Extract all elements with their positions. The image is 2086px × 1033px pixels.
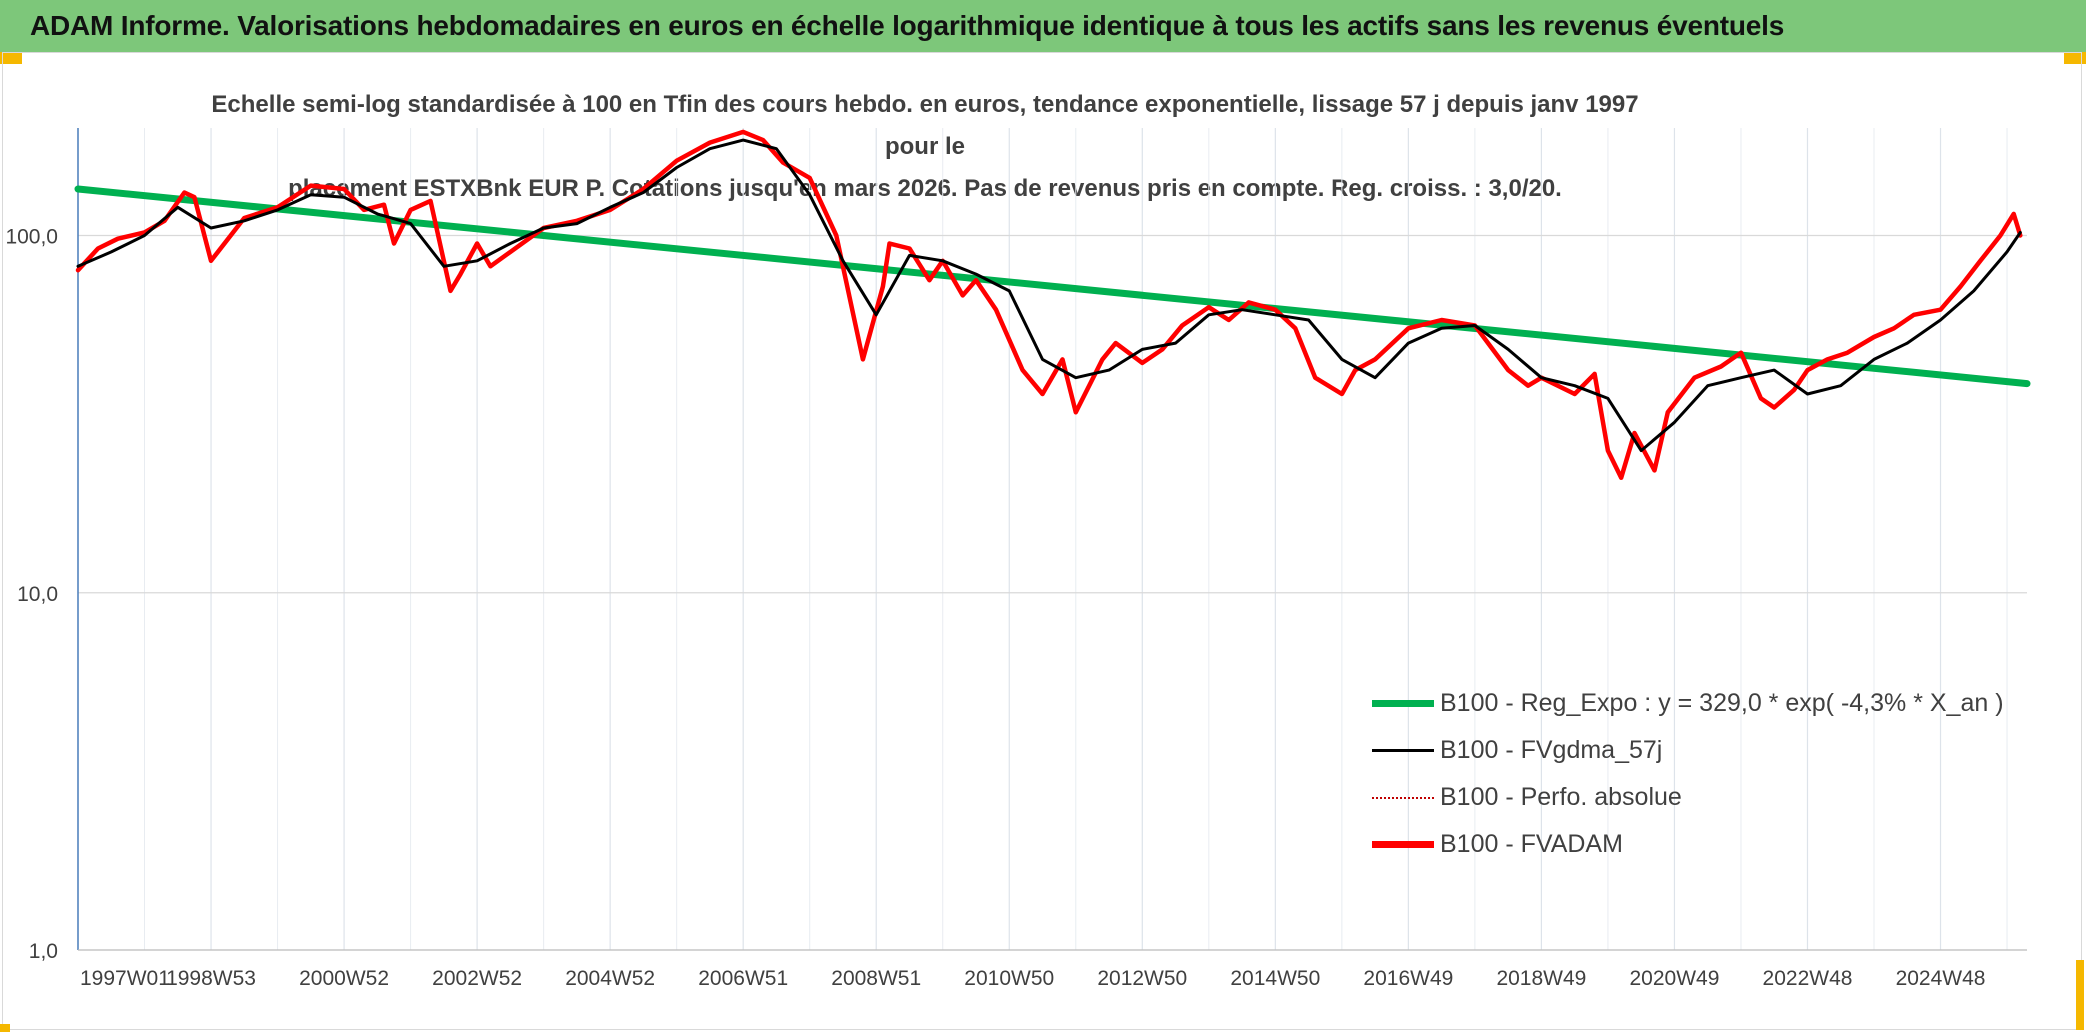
x-tick-label: 1998W53 [166, 967, 256, 990]
chart-title-line-2: placement ESTXBnk EUR P. Cotations jusqu… [288, 175, 1562, 202]
y-tick-label: 10,0 [17, 583, 58, 606]
series-line-fvgdma [76, 138, 2022, 453]
x-tick-label: 2022W48 [1763, 967, 1853, 990]
legend-item-fvadam: B100 - FVADAM [1372, 821, 2004, 868]
legend-swatch-fvadam [1372, 841, 1434, 848]
series-line-fvadam [75, 129, 2023, 480]
legend-swatch-perfo [1372, 796, 1434, 799]
x-tick-label: 2006W51 [698, 967, 788, 990]
x-tick-label: 2014W50 [1230, 967, 1320, 990]
x-tick-label: 2008W51 [831, 967, 921, 990]
x-tick-label: 2012W50 [1097, 967, 1187, 990]
legend-label-perfo: B100 - Perfo. absolue [1440, 783, 1682, 811]
x-tick-label: 2018W49 [1496, 967, 1586, 990]
legend-item-perfo: B100 - Perfo. absolue [1372, 774, 2004, 821]
legend: B100 - Reg_Expo : y = 329,0 * exp( -4,3%… [1372, 680, 2004, 868]
legend-label-fvgdma: B100 - FVgdma_57j [1440, 736, 1663, 764]
legend-label-reg-expo: B100 - Reg_Expo : y = 329,0 * exp( -4,3%… [1440, 689, 2004, 717]
title-banner: ADAM Informe. Valorisations hebdomadaire… [0, 0, 2086, 52]
legend-label-fvadam: B100 - FVADAM [1440, 830, 1623, 858]
series-layer [74, 129, 2031, 480]
x-tick-label: 2000W52 [299, 967, 389, 990]
x-tick-label: 2024W48 [1896, 967, 1986, 990]
x-tick-label: 2010W50 [964, 967, 1054, 990]
y-tick-label: 100,0 [5, 226, 58, 249]
corner-marker-right [2064, 52, 2086, 64]
y-tick-label: 1,0 [29, 940, 58, 963]
chart-title: Echelle semi-log standardisée à 100 en T… [200, 84, 1650, 210]
legend-swatch-reg-expo [1372, 700, 1434, 707]
report-title: ADAM Informe. Valorisations hebdomadaire… [30, 10, 1785, 41]
series-line-perfo-absolue [77, 130, 2022, 479]
legend-swatch-fvgdma [1372, 749, 1434, 752]
legend-item-fvgdma: B100 - FVgdma_57j [1372, 727, 2004, 774]
corner-marker-bottom-left [0, 1024, 10, 1032]
x-tick-label: 2016W49 [1363, 967, 1453, 990]
corner-marker-left [0, 52, 22, 64]
x-tick-label: 2004W52 [565, 967, 655, 990]
chart-frame [2, 52, 2082, 1030]
x-tick-label: 1997W01 [80, 967, 170, 990]
x-tick-label: 2002W52 [432, 967, 522, 990]
corner-marker-bottom-right [2076, 960, 2084, 1030]
x-tick-label: 2020W49 [1629, 967, 1719, 990]
legend-item-reg-expo: B100 - Reg_Expo : y = 329,0 * exp( -4,3%… [1372, 680, 2004, 727]
chart-title-line-1: Echelle semi-log standardisée à 100 en T… [211, 91, 1639, 160]
